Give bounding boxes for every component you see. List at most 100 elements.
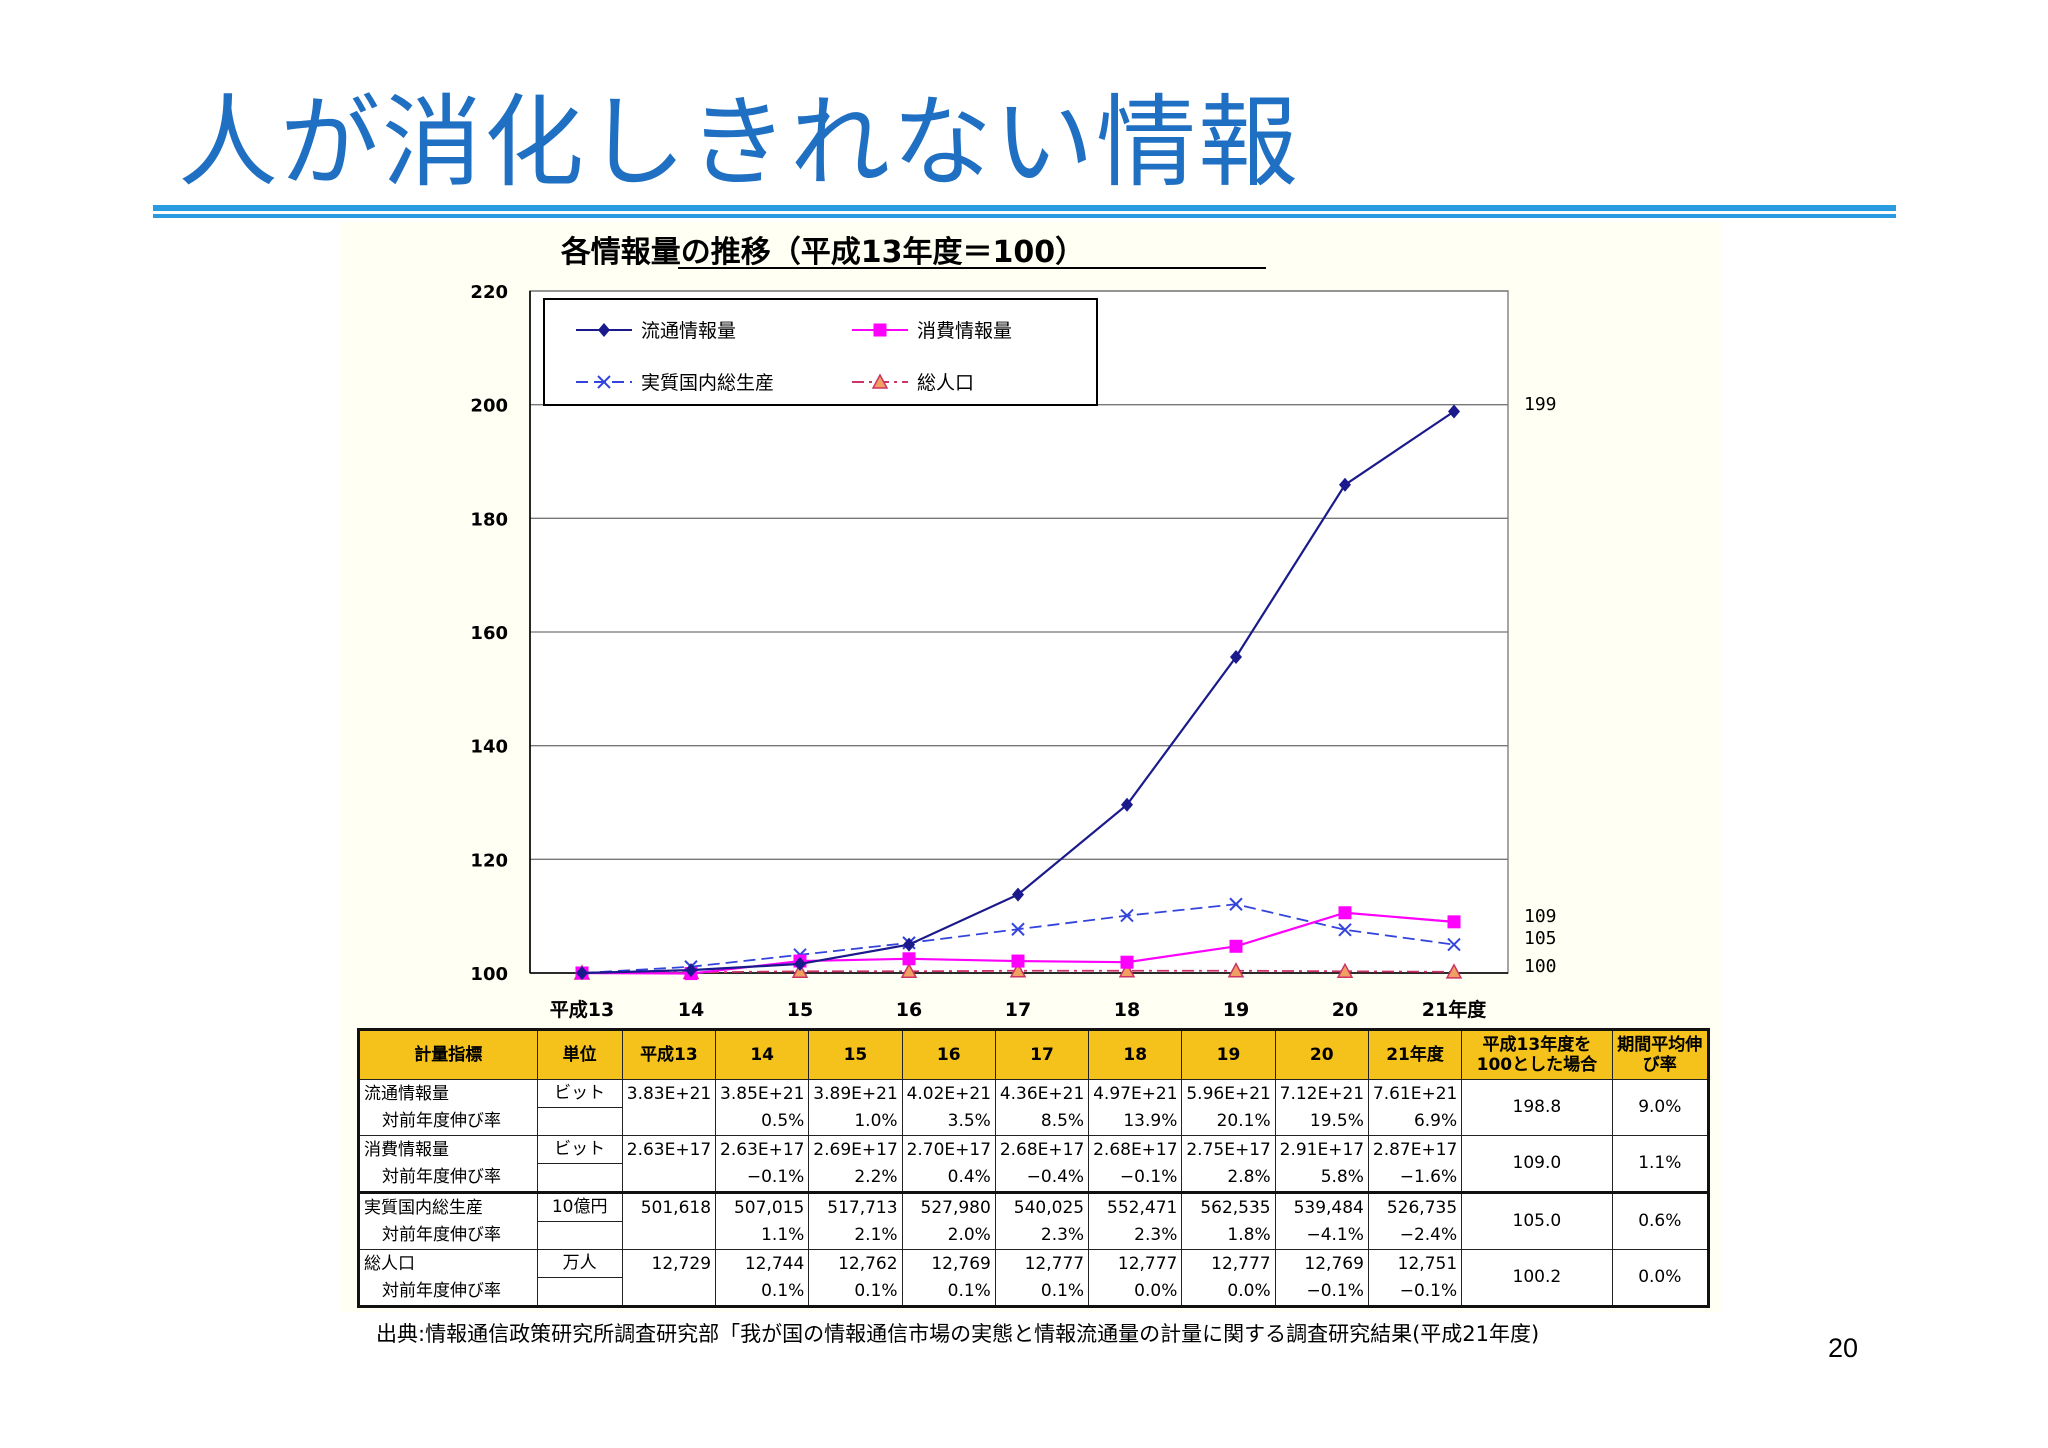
x-tick-label: 21年度 (1422, 998, 1487, 1021)
legend-item-3: 実質国内総生産 (576, 372, 774, 394)
table-header-cell: 16 (901, 1029, 996, 1080)
value-cell: 562,535 (1181, 1191, 1276, 1222)
value-cell: 2.69E+17 (808, 1135, 903, 1164)
source-note: 出典:情報通信政策研究所調査研究部「我が国の情報通信市場の実態と情報流通量の計量… (376, 1322, 1540, 1346)
empty-cell (536, 1163, 623, 1193)
legend-box (543, 298, 1098, 406)
diamond-marker (1121, 797, 1133, 812)
diamond-marker (576, 966, 588, 980)
growth-cell: −0.1% (1088, 1163, 1183, 1193)
square-marker (1011, 954, 1025, 968)
legend-item-1: 流通情報量 (576, 320, 736, 342)
x-marker (1338, 923, 1352, 937)
table-header-cell: 平成13 (621, 1029, 717, 1080)
x-marker (1447, 937, 1461, 952)
unit-cell: 10億円 (536, 1191, 623, 1222)
growth-cell: 2.8% (1181, 1163, 1276, 1193)
growth-cell: 19.5% (1274, 1107, 1369, 1136)
diamond-marker (1230, 650, 1242, 665)
value-cell: 517,713 (808, 1191, 903, 1222)
y-tick-label: 160 (470, 623, 508, 644)
triangle-marker (900, 962, 918, 979)
average-growth-cell: 9.0% (1611, 1079, 1710, 1136)
value-cell: 2.68E+17 (1088, 1135, 1183, 1164)
x-tick-label: 16 (896, 999, 922, 1021)
growth-cell: 0.1% (715, 1277, 810, 1307)
triangle-marker (871, 373, 889, 389)
value-cell: 2.63E+17 (621, 1135, 717, 1164)
table-header-cell: 15 (808, 1029, 903, 1080)
table-row: 総人口 万人 12,729 12,744 12,762 12,769 12,777 12,77… (358, 1249, 1710, 1307)
growth-cell: 1.1% (715, 1221, 810, 1250)
x-tick-label: 17 (1005, 999, 1031, 1021)
legend-item-4: 総人口 (852, 372, 974, 394)
index-cell: 100.2 (1461, 1249, 1613, 1307)
growth-cell: 0.4% (901, 1163, 996, 1193)
series-end-label: 109 (1524, 906, 1557, 927)
series-1: 199 (576, 394, 1557, 980)
table-header-cell: 14 (715, 1029, 810, 1080)
value-cell: 540,025 (994, 1191, 1090, 1222)
value-cell: 12,777 (1088, 1249, 1183, 1278)
growth-cell: 6.9% (1367, 1107, 1463, 1136)
table-header-cell: 20 (1274, 1029, 1369, 1080)
growth-cell: 1.0% (808, 1107, 903, 1136)
triangle-marker (1009, 962, 1027, 978)
x-tick-label: 平成13 (550, 998, 614, 1021)
table-header-cell: 19 (1181, 1029, 1276, 1080)
table-header-cell: 21年度 (1367, 1029, 1463, 1080)
x-marker (597, 375, 611, 389)
growth-cell (621, 1163, 717, 1193)
value-cell: 2.63E+17 (715, 1135, 810, 1164)
growth-cell: 5.8% (1274, 1163, 1369, 1193)
indicator-name: 消費情報量 (358, 1135, 538, 1164)
value-cell: 12,729 (621, 1249, 717, 1278)
x-marker (1229, 897, 1243, 911)
unit-cell: ビット (536, 1135, 623, 1164)
x-tick-label: 15 (787, 999, 813, 1021)
value-cell: 507,015 (715, 1191, 810, 1222)
index-cell: 198.8 (1461, 1079, 1613, 1136)
value-cell: 4.02E+21 (901, 1079, 996, 1108)
value-cell: 5.96E+21 (1181, 1079, 1276, 1108)
growth-cell: 2.3% (994, 1221, 1090, 1250)
value-cell: 2.68E+17 (994, 1135, 1090, 1164)
diamond-marker (1012, 887, 1024, 902)
growth-cell: −0.1% (1274, 1277, 1369, 1307)
diamond-marker (598, 323, 610, 337)
table-header-cell: 単位 (536, 1029, 623, 1080)
growth-cell: −2.4% (1367, 1221, 1463, 1250)
x-marker (1011, 922, 1025, 936)
value-cell: 12,751 (1367, 1249, 1463, 1278)
value-cell: 4.36E+21 (994, 1079, 1090, 1108)
unit-cell: ビット (536, 1079, 623, 1108)
table-header-cell: 平成13年度を100とした場合 (1461, 1029, 1613, 1080)
growth-cell: −0.4% (994, 1163, 1090, 1193)
value-cell: 7.61E+21 (1367, 1079, 1463, 1108)
square-marker (902, 952, 916, 966)
square-marker (1338, 906, 1352, 920)
y-tick-label: 120 (470, 850, 508, 871)
average-growth-cell: 0.0% (1611, 1249, 1710, 1307)
series-4: 100 (573, 956, 1557, 980)
value-cell: 501,618 (621, 1191, 717, 1222)
square-marker (873, 323, 887, 337)
diamond-marker (1448, 404, 1460, 419)
y-tick-label: 220 (470, 282, 508, 303)
growth-label: 対前年度伸び率 (358, 1163, 538, 1193)
growth-cell: 2.0% (901, 1221, 996, 1250)
value-cell: 12,769 (901, 1249, 996, 1278)
series-end-label: 199 (1524, 394, 1557, 415)
value-cell: 3.85E+21 (715, 1079, 810, 1108)
y-tick-label: 180 (470, 509, 508, 530)
title-underline (153, 205, 1896, 211)
value-cell: 4.97E+21 (1088, 1079, 1183, 1108)
square-marker (1229, 939, 1243, 953)
table-row: 対前年度伸び率 0.5% 1.0% 3.5% 8.5% 13.9% 20.1% 19.5% 6.… (358, 1107, 1709, 1136)
indicator-name: 流通情報量 (358, 1079, 538, 1108)
legend-label: 実質国内総生産 (641, 372, 774, 394)
growth-cell: 2.1% (808, 1221, 903, 1250)
table-row: 実質国内総生産 10億円 501,618 507,015 517,713 527,980 5… (358, 1191, 1710, 1250)
table-row: 対前年度伸び率 1.1% 2.1% 2.0% 2.3% 2.3% 1.8% −4.1% −2.4… (358, 1221, 1709, 1250)
